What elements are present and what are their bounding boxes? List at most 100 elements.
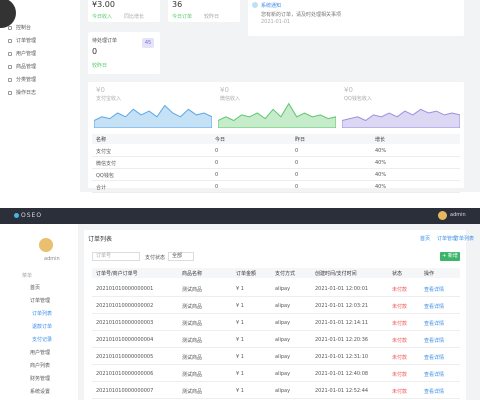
detail-link[interactable]: 查看详情 [424,287,445,293]
td: QQ钱包 [96,173,114,179]
detail-link[interactable]: 查看详情 [424,338,445,344]
menu-item[interactable]: 订单管理 [30,298,51,304]
avatar [0,0,16,28]
td: ¥ 1 [236,371,244,377]
row-line [92,330,460,331]
menu-item[interactable]: 分类管理 [16,77,37,83]
menu-item[interactable]: 系统设置 [30,389,51,395]
menu-item[interactable]: 订单管理 [16,38,37,44]
menu-item[interactable]: 订单列表 [32,311,53,317]
td: alipay [275,303,291,309]
bottom-sidebar [0,224,78,400]
stat-card [88,0,160,22]
menu-item[interactable]: 控制台 [16,25,32,31]
menu-item[interactable]: 操作日志 [16,90,37,96]
menu-dot [8,78,12,82]
td: 2021-01-01 12:00:01 [315,286,369,292]
page-title: 订单列表 [88,236,113,243]
td: 0 [295,184,299,190]
brand: OSEO [21,212,43,219]
td: alipay [275,337,291,343]
row-line [92,398,460,399]
breadcrumb[interactable]: 订单列表 [454,236,475,242]
add-button[interactable]: + 新增 [440,252,460,261]
row-line [92,347,460,348]
td: 测试商品 [182,304,203,310]
td: 202101010000000001 [96,286,154,292]
sparkline [94,104,212,128]
stat-value: ¥3.00 [92,0,115,9]
menu-item[interactable]: 商户列表 [30,363,51,369]
row-line [92,313,460,314]
main-panel [84,230,466,400]
sidebar-section: 菜单 [22,273,33,279]
user-name[interactable]: admin [450,212,466,218]
td: 2021-01-01 12:52:44 [315,388,369,394]
topbar [0,208,480,224]
td: 测试商品 [182,355,203,361]
filter-label: 支付状态 [145,255,166,261]
area [94,104,212,128]
menu-item[interactable]: 支付记录 [32,337,53,343]
menu-dot [8,52,12,56]
td: ¥ 1 [236,320,244,326]
sidebar-user: admin [44,256,60,262]
filter-select[interactable]: 全部 [168,252,194,261]
breadcrumb[interactable]: 首页 [420,236,431,242]
td: 40% [375,172,387,178]
area [218,102,336,128]
row-line [92,296,460,297]
stat-label: 今日订单 [172,14,193,20]
detail-link[interactable]: 查看详情 [424,372,445,378]
td: 0 [215,172,219,178]
menu-item[interactable]: 用户管理 [30,350,51,356]
breadcrumb[interactable]: 订单管理 [437,236,458,242]
notice-card [248,0,464,36]
td: 微信支付 [96,161,117,167]
td: 0 [215,160,219,166]
row-line [92,192,460,193]
td: ¥ 1 [236,286,244,292]
td: 202101010000000007 [96,388,154,394]
menu-item[interactable]: 退款订单 [32,324,53,330]
td: 0 [295,160,299,166]
td: 2021-01-01 12:14:11 [315,320,369,326]
row-line [92,364,460,365]
th: 操作 [424,271,435,277]
td: 测试商品 [182,389,203,395]
detail-link[interactable]: 查看详情 [424,355,445,361]
td: 202101010000000004 [96,337,154,343]
menu-item[interactable]: 财务管理 [30,376,51,382]
td: 0 [295,148,299,154]
th: 昨日 [295,137,306,143]
chart-value: ¥0 [220,86,229,94]
td: 未付款 [392,287,408,293]
td: 测试商品 [182,338,203,344]
td: 未付款 [392,389,408,395]
menu-item[interactable]: 商品管理 [16,64,37,70]
chart-label: 微信收入 [220,96,241,102]
menu-item[interactable]: 首页 [30,285,41,291]
stat-label: 今日收入 [92,14,113,20]
td: 40% [375,148,387,154]
detail-link[interactable]: 查看详情 [424,321,445,327]
td: 40% [375,160,387,166]
menu-dot [8,65,12,69]
td: 202101010000000005 [96,354,154,360]
menu-dot [8,91,12,95]
td: 2021-01-01 12:20:36 [315,337,369,343]
detail-link[interactable]: 查看详情 [424,304,445,310]
td: 0 [295,172,299,178]
td: 未付款 [392,338,408,344]
row-line [92,156,460,157]
menu-item[interactable]: 用户管理 [16,51,37,57]
detail-link[interactable]: 查看详情 [424,389,445,395]
th: 商品名称 [182,271,203,277]
pending-label: 待处理订单 [92,38,118,44]
notice-text: 您有新的订单，请及时处理相关事项 [261,12,342,18]
pending-note: 较昨日 [92,63,108,69]
user-avatar [438,211,447,220]
td: 0 [215,148,219,154]
search-input[interactable]: 订单号 [92,252,140,261]
